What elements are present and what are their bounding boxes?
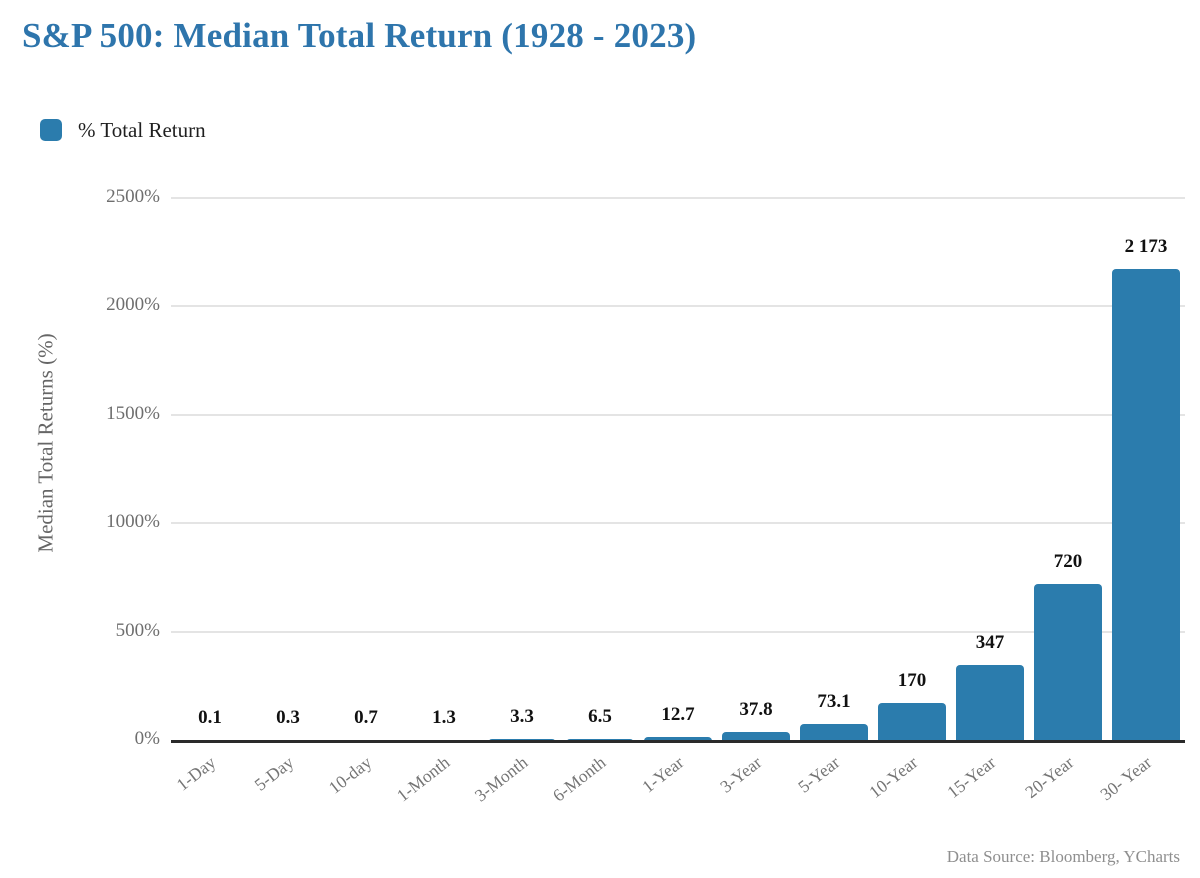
y-axis-title: Median Total Returns (%) — [33, 333, 58, 553]
bar-value-label: 37.8 — [739, 698, 773, 720]
bar-value-label: 73.1 — [817, 691, 851, 713]
x-tick-label: 10-Year — [865, 752, 922, 802]
bar-value-label: 170 — [897, 670, 927, 692]
x-tick-label: 5-Day — [250, 752, 298, 795]
x-tick-label: 5-Year — [794, 752, 844, 797]
bar-value-label: 1.3 — [432, 706, 456, 728]
gridline — [171, 197, 1185, 199]
bar-15-Year — [956, 664, 1024, 743]
bar-value-label: 6.5 — [588, 705, 612, 727]
footer-credit: Data Source: Bloomberg, YCharts — [946, 847, 1180, 866]
plot-area: 0.1 0.3 0.7 1.3 3.3 6.5 12.7 37.8 73.1 170 347 720 2… — [171, 197, 1185, 743]
bar-value-label: 347 — [975, 631, 1005, 653]
x-tick-label: 1-Month — [392, 752, 454, 806]
bar-value-label: 0.1 — [198, 706, 222, 728]
x-axis-line — [171, 740, 1185, 743]
gridline — [171, 305, 1185, 308]
bar-20-Year — [1034, 583, 1102, 743]
x-tick-label: 3-Year — [716, 752, 766, 797]
y-tick-label: 1000% — [106, 511, 160, 533]
chart-title: S&P 500: Median Total Return (1928 - 202… — [22, 16, 697, 55]
x-tick-label: 6-Month — [548, 752, 610, 806]
bar-value-label: 2 173 — [1124, 235, 1168, 257]
bar-value-label: 0.3 — [276, 706, 300, 728]
bar-5-Year — [800, 724, 868, 743]
legend: % Total Return — [40, 118, 206, 142]
bar-value-label: 0.7 — [354, 706, 378, 728]
x-tick-label: 10-day — [324, 752, 376, 798]
bar-value-label: 12.7 — [661, 704, 695, 726]
gridline — [171, 522, 1185, 525]
gridline — [171, 413, 1185, 416]
y-tick-label: 2000% — [106, 294, 160, 316]
bar-30- Year — [1112, 268, 1180, 743]
legend-label: % Total Return — [78, 117, 206, 142]
x-tick-label: 3-Month — [470, 752, 532, 806]
bar-value-label: 3.3 — [510, 706, 534, 728]
x-tick-label: 1-Year — [638, 752, 688, 797]
y-tick-label: 500% — [115, 619, 160, 641]
bar-3-Year — [722, 731, 790, 743]
bar-10-Year — [878, 703, 946, 743]
y-tick-label: 1500% — [106, 402, 160, 424]
gridline — [171, 630, 1185, 633]
y-tick-label: 2500% — [106, 186, 160, 207]
bar-value-label: 720 — [1053, 550, 1083, 572]
x-tick-label: 1-Day — [172, 752, 220, 795]
y-tick-label: 0% — [134, 728, 160, 749]
legend-swatch-icon — [40, 119, 62, 141]
